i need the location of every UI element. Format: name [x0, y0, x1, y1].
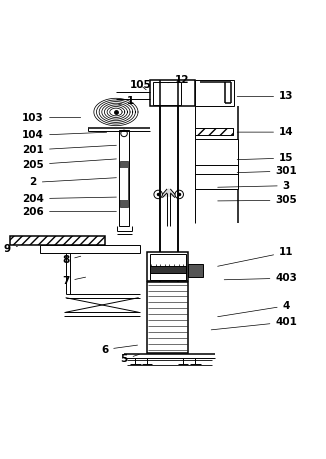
- Bar: [10, 236, 105, 245]
- Text: 5: 5: [120, 354, 139, 364]
- Text: 104: 104: [22, 130, 107, 140]
- Text: 301: 301: [237, 166, 297, 176]
- Bar: [150, 80, 196, 106]
- Bar: [188, 263, 203, 277]
- Text: 11: 11: [218, 247, 294, 266]
- Text: 4: 4: [218, 301, 290, 317]
- Text: 9: 9: [4, 244, 18, 254]
- Bar: [150, 254, 186, 280]
- Text: 105: 105: [129, 80, 151, 90]
- Text: 103: 103: [22, 112, 81, 123]
- Bar: [153, 83, 181, 105]
- Bar: [147, 282, 188, 353]
- Bar: [160, 93, 178, 335]
- Bar: [196, 80, 234, 106]
- Text: 204: 204: [22, 194, 116, 204]
- Text: 15: 15: [237, 153, 294, 163]
- Text: 14: 14: [237, 127, 294, 137]
- Text: 8: 8: [62, 255, 81, 265]
- Text: 401: 401: [211, 317, 297, 330]
- Text: 6: 6: [101, 345, 138, 355]
- Text: 7: 7: [62, 276, 86, 286]
- Text: 13: 13: [237, 91, 294, 101]
- Bar: [119, 129, 129, 226]
- Text: 1: 1: [119, 96, 134, 106]
- Bar: [160, 93, 178, 335]
- Bar: [121, 168, 127, 200]
- Text: 206: 206: [22, 207, 116, 217]
- Bar: [196, 139, 238, 189]
- Text: 201: 201: [22, 145, 116, 155]
- Text: 3: 3: [218, 181, 290, 190]
- Bar: [121, 161, 127, 207]
- Bar: [40, 245, 140, 253]
- Text: 205: 205: [22, 159, 116, 169]
- Bar: [147, 252, 188, 281]
- Bar: [161, 94, 177, 334]
- Text: 403: 403: [224, 273, 297, 283]
- Text: 2: 2: [30, 178, 116, 187]
- Text: 12: 12: [168, 75, 190, 85]
- Text: 305: 305: [218, 195, 297, 205]
- Bar: [150, 266, 186, 273]
- Bar: [196, 128, 233, 135]
- Polygon shape: [162, 189, 175, 196]
